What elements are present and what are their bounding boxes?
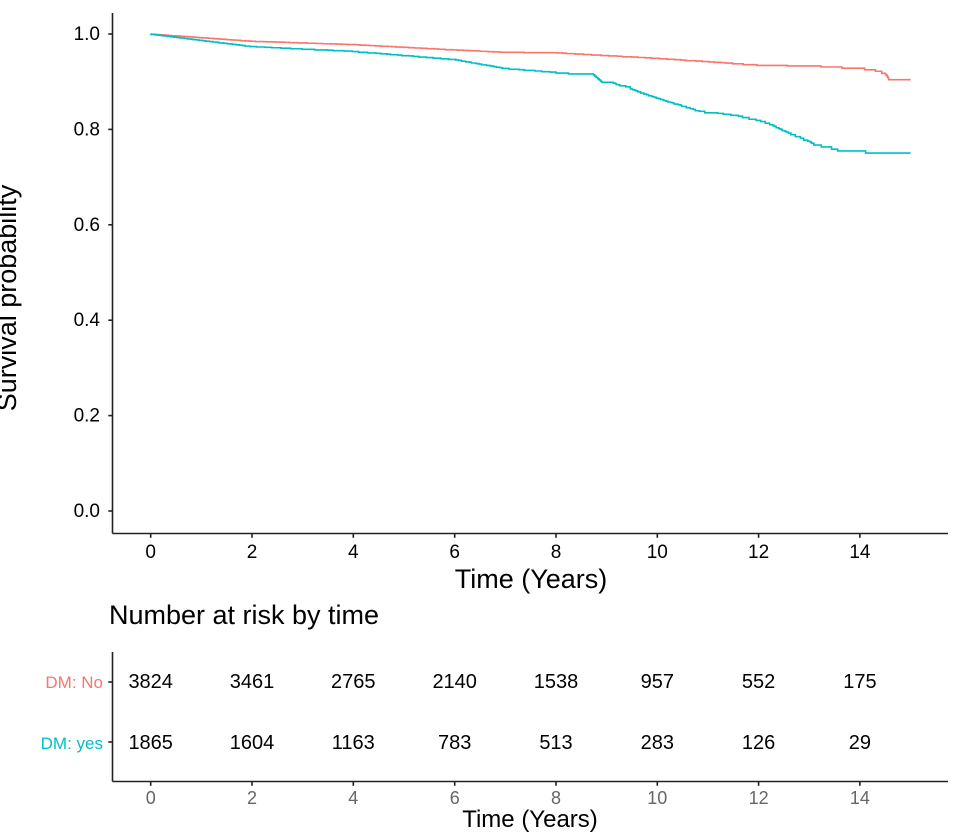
- svg-text:2: 2: [247, 788, 257, 808]
- svg-text:0.4: 0.4: [74, 310, 101, 331]
- svg-text:6: 6: [449, 542, 460, 563]
- svg-text:126: 126: [742, 732, 775, 754]
- svg-text:14: 14: [850, 788, 870, 808]
- svg-text:552: 552: [742, 671, 775, 693]
- svg-text:29: 29: [849, 732, 871, 754]
- svg-text:2140: 2140: [432, 671, 477, 693]
- svg-text:783: 783: [438, 732, 471, 754]
- svg-text:Survival probability: Survival probability: [0, 184, 22, 411]
- svg-text:0.8: 0.8: [74, 119, 100, 140]
- svg-text:12: 12: [749, 788, 769, 808]
- svg-text:1538: 1538: [534, 671, 579, 693]
- svg-text:3824: 3824: [128, 671, 173, 693]
- svg-text:513: 513: [539, 732, 572, 754]
- svg-text:1865: 1865: [128, 732, 173, 754]
- svg-text:10: 10: [647, 788, 667, 808]
- svg-text:0: 0: [145, 542, 156, 563]
- svg-text:10: 10: [647, 542, 668, 563]
- svg-text:8: 8: [551, 788, 561, 808]
- svg-text:6: 6: [450, 788, 460, 808]
- svg-text:8: 8: [551, 542, 562, 563]
- svg-text:0.0: 0.0: [74, 501, 100, 522]
- svg-text:0: 0: [146, 788, 156, 808]
- svg-text:175: 175: [843, 671, 876, 693]
- svg-text:4: 4: [348, 788, 358, 808]
- svg-text:DM: yes: DM: yes: [41, 734, 103, 753]
- svg-text:1604: 1604: [230, 732, 275, 754]
- svg-text:2: 2: [247, 542, 258, 563]
- svg-text:14: 14: [849, 542, 871, 563]
- svg-text:Time (Years): Time (Years): [462, 806, 598, 833]
- svg-text:283: 283: [641, 732, 674, 754]
- svg-text:12: 12: [748, 542, 769, 563]
- svg-text:3461: 3461: [230, 671, 275, 693]
- svg-text:Number at risk by time: Number at risk by time: [109, 600, 379, 630]
- svg-text:Time (Years): Time (Years): [455, 564, 608, 594]
- svg-text:957: 957: [641, 671, 674, 693]
- svg-text:DM: No: DM: No: [45, 673, 103, 692]
- svg-text:0.2: 0.2: [74, 406, 100, 427]
- svg-text:1163: 1163: [332, 732, 375, 754]
- svg-text:2765: 2765: [331, 671, 376, 693]
- svg-text:0.6: 0.6: [74, 215, 100, 236]
- svg-text:1.0: 1.0: [74, 24, 100, 45]
- svg-text:4: 4: [348, 542, 359, 563]
